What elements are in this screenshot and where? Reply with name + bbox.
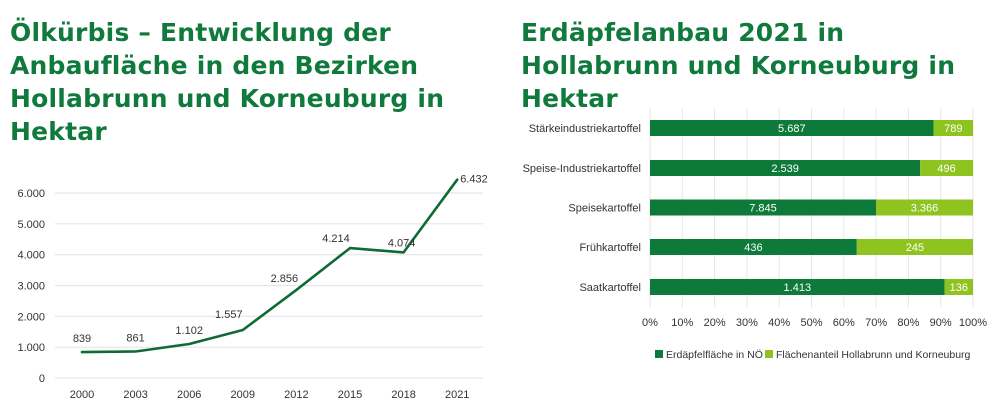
bar-value-label: 7.845 [749,203,777,215]
x-tick-label: 0% [642,317,658,329]
legend-label: Flächenanteil Hollabrunn und Korneuburg [776,349,971,361]
legend-swatch-noe [655,350,663,358]
category-label: Speise-Industriekartoffel [523,163,641,175]
x-tick-label: 10% [671,317,693,329]
line-chart: 0 1.000 2.000 3.000 4.000 5.000 6.000 2000 2003… [17,174,488,401]
y-tick-label: 0 [39,373,45,385]
x-tick-label: 2012 [284,389,308,401]
category-label: Saatkartoffel [579,282,641,294]
x-tick-label: 2006 [177,389,201,401]
category-label: Speisekartoffel [568,203,641,215]
x-tick-label: 100% [959,317,987,329]
bar-chart: Stärkeindustriekartoffel Speise-Industrie… [523,108,987,361]
bar-chart-legend: Erdäpfelfläche in NÖ Flächenanteil Hollab… [655,349,971,361]
x-tick-label: 30% [736,317,758,329]
x-tick-label: 40% [768,317,790,329]
line-chart-data-labels: 839 861 1.102 1.557 2.856 4.214 4.074 6.432 [73,174,488,353]
line-chart-title: Ölkürbis – Entwicklung der Anbaufläche i… [10,18,445,146]
x-tick-label: 2018 [391,389,415,401]
line-chart-series [80,178,459,354]
data-label: 4.074 [388,237,416,249]
data-label: 1.102 [175,325,203,337]
data-label: 839 [73,333,91,345]
bar-value-label: 436 [744,242,762,254]
y-tick-label: 2.000 [17,311,45,323]
bar-segment-noe [650,160,921,176]
x-tick-label: 80% [897,317,919,329]
bar-chart-x-axis: 0% 10% 20% 30% 40% 50% 60% 70% 80% 90% 100% [642,317,987,329]
x-tick-label: 90% [930,317,952,329]
category-label: Frühkartoffel [579,242,641,254]
bar-segment-hollabrunn-korneuburg [933,120,973,136]
bar-chart-y-axis: Stärkeindustriekartoffel Speise-Industrie… [523,123,641,294]
bar-value-label: 136 [950,282,968,294]
series-line [80,178,459,354]
bar-value-label: 245 [906,242,924,254]
data-label: 1.557 [215,309,243,321]
bar-value-label: 496 [937,163,955,175]
bar-segment-noe [650,120,934,136]
y-tick-label: 4.000 [17,250,45,262]
bar-value-label: 2.539 [771,163,799,175]
bar-segment-hollabrunn-korneuburg [944,279,973,295]
data-label: 861 [126,332,144,344]
bar-value-label: 789 [944,123,962,135]
bar-chart-title: Erdäpfelanbau 2021 in Hollabrunn und Kor… [521,18,956,113]
x-tick-label: 70% [865,317,887,329]
y-tick-label: 5.000 [17,219,45,231]
x-tick-label: 2009 [231,389,255,401]
line-chart-y-axis: 0 1.000 2.000 3.000 4.000 5.000 6.000 [17,188,45,385]
line-chart-gridlines [55,192,483,379]
x-tick-label: 2015 [338,389,362,401]
data-label: 2.856 [271,273,299,285]
x-tick-label: 2003 [123,389,147,401]
bar-segment-hollabrunn-korneuburg [876,199,973,216]
category-label: Stärkeindustriekartoffel [529,123,641,135]
legend-swatch-hollabrunn-korneuburg [765,350,773,358]
data-label: 6.432 [460,174,488,186]
y-tick-label: 6.000 [17,188,45,200]
x-tick-label: 60% [833,317,855,329]
legend-label: Erdäpfelfläche in NÖ [666,349,763,361]
x-tick-label: 2021 [445,389,469,401]
x-tick-label: 20% [704,317,726,329]
x-tick-label: 2000 [70,389,94,401]
bar-segment-noe [650,279,945,295]
bar-value-label: 5.687 [778,123,806,135]
data-label: 4.214 [322,233,350,245]
bar-segment-noe [650,239,857,255]
bar-value-label: 3.366 [911,203,939,215]
bar-segment-hollabrunn-korneuburg [920,160,973,176]
bar-value-label: 1.413 [784,282,812,294]
y-tick-label: 1.000 [17,342,45,354]
x-tick-label: 50% [800,317,822,329]
y-tick-label: 3.000 [17,281,45,293]
bar-segment-hollabrunn-korneuburg [856,239,973,255]
bar-segment-noe [650,199,877,216]
line-chart-x-axis: 2000 2003 2006 2009 2012 2015 2018 2021 [70,389,470,401]
bar-chart-bars: 5.687 789 2.539 496 7.845 3.366 436 245 1.413 136 [650,120,973,295]
